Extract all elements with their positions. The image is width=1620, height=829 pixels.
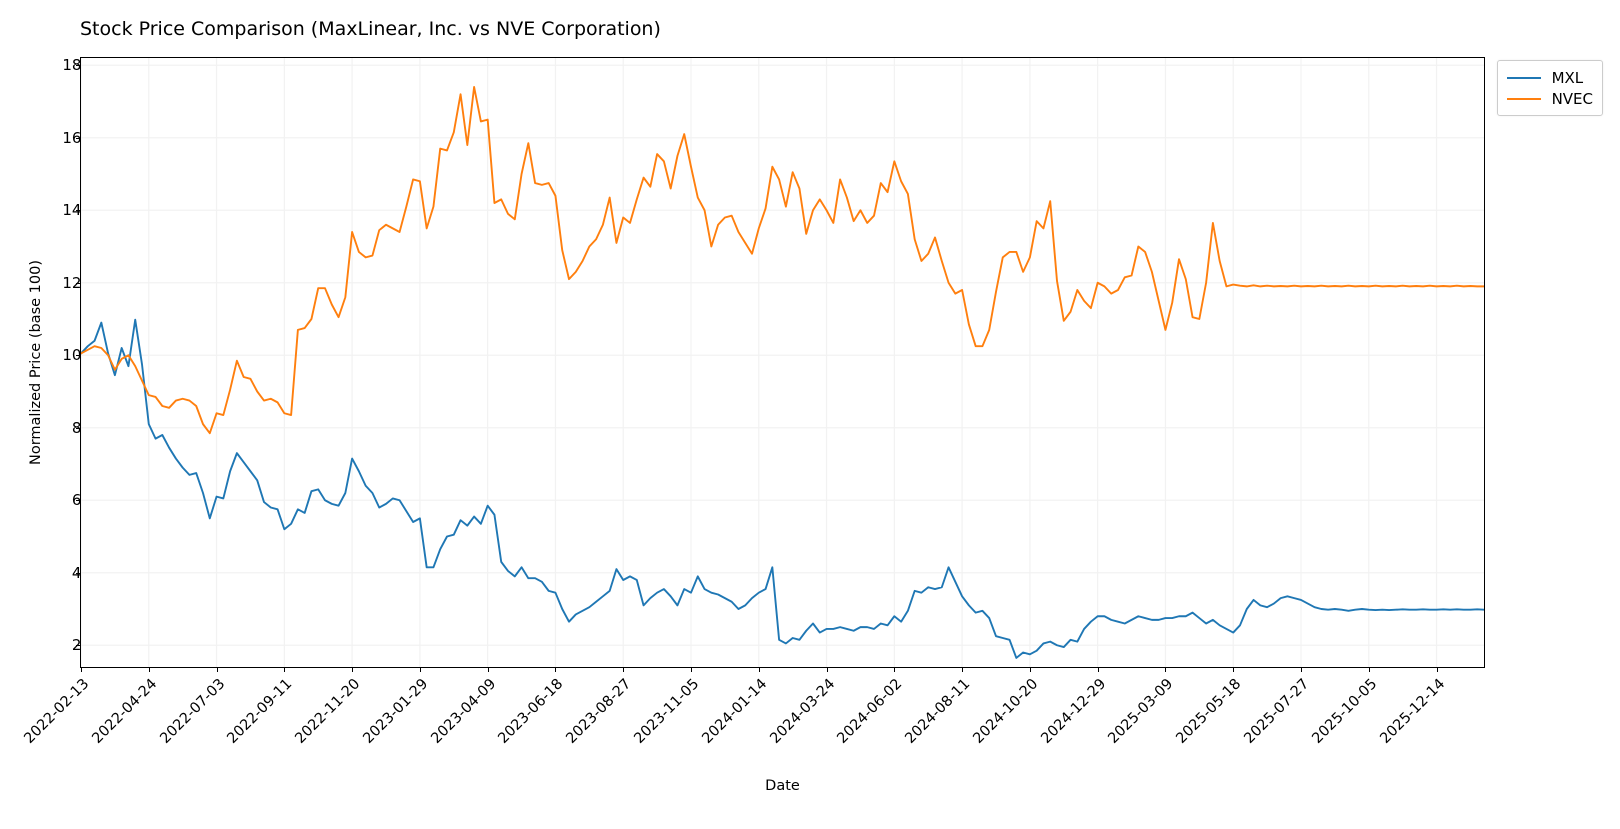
x-axis-tick-label: 2024-08-11 <box>902 676 974 747</box>
x-axis-label: Date <box>765 778 800 794</box>
y-axis-tick-mark <box>76 282 80 284</box>
x-axis-tick-label: 2025-07-27 <box>1241 676 1313 747</box>
x-axis-tick-mark <box>487 668 489 672</box>
x-axis-tick-label: 2025-12-14 <box>1376 676 1448 747</box>
data-series-group <box>81 86 1484 659</box>
legend-item-mxl[interactable]: MXL <box>1506 67 1593 88</box>
series-line-nvec <box>81 86 1484 435</box>
y-axis-tick-mark <box>76 65 80 67</box>
x-axis-tick-label: 2024-12-29 <box>1038 676 1109 747</box>
y-axis-tick-mark <box>76 427 80 429</box>
chart-legend[interactable]: MXL NVEC <box>1496 60 1603 116</box>
x-axis-tick-label: 2024-10-20 <box>970 676 1042 747</box>
x-axis-tick-mark <box>623 668 625 672</box>
x-axis-tick-label: 2025-05-18 <box>1173 676 1245 747</box>
plot-lines <box>81 58 1484 667</box>
legend-color-swatch <box>1506 97 1541 100</box>
x-axis-tick-mark <box>962 668 964 672</box>
x-axis-tick-mark <box>148 668 150 672</box>
y-axis-label: Normalized Price (base 100) <box>28 260 44 465</box>
y-axis-tick-mark <box>76 137 80 139</box>
x-axis-tick-label: 2024-01-14 <box>699 676 771 747</box>
x-axis-tick-mark <box>81 668 82 672</box>
x-axis-tick-mark <box>1301 668 1302 672</box>
legend-label: NVEC <box>1551 89 1593 108</box>
legend-color-swatch <box>1506 76 1541 79</box>
x-axis-tick-mark <box>352 668 354 672</box>
x-axis-tick-mark <box>1029 668 1031 672</box>
x-axis-tick-label: 2022-04-24 <box>89 676 161 747</box>
x-axis-tick-mark <box>1368 668 1370 672</box>
x-axis-tick-label: 2024-06-02 <box>834 676 906 747</box>
plot-area <box>80 57 1485 668</box>
series-line-mxl <box>81 318 1484 659</box>
x-axis-tick-label: 2023-01-29 <box>360 676 432 747</box>
y-axis-tick-mark <box>76 355 80 357</box>
x-axis-tick-mark <box>1165 668 1167 672</box>
x-axis-tick-label: 2023-11-05 <box>631 676 703 747</box>
x-axis-tick-label: 2025-10-05 <box>1309 676 1381 747</box>
x-axis-tick-label: 2022-07-03 <box>156 676 228 747</box>
x-axis-tick-mark <box>419 668 421 672</box>
x-axis-tick-mark <box>216 668 218 672</box>
y-axis-tick-mark <box>76 500 80 502</box>
legend-label: MXL <box>1551 68 1584 87</box>
x-axis-tick-label: 2023-08-27 <box>563 676 635 747</box>
y-axis-tick-mark <box>76 572 80 574</box>
x-axis-tick-mark <box>826 668 828 672</box>
x-axis-tick-label: 2023-06-18 <box>495 676 567 747</box>
x-axis-tick-mark <box>691 668 692 672</box>
x-axis-tick-mark <box>284 668 286 672</box>
gridlines <box>81 58 1484 667</box>
x-axis-tick-mark <box>1233 668 1235 672</box>
x-axis-tick-label: 2025-03-09 <box>1105 676 1177 747</box>
x-axis-tick-label: 2022-11-20 <box>292 676 364 747</box>
y-axis-tick-mark <box>76 645 80 647</box>
legend-item-nvec[interactable]: NVEC <box>1506 88 1593 109</box>
x-axis-tick-mark <box>1436 668 1438 672</box>
x-axis-tick-mark <box>1097 668 1099 672</box>
x-axis-tick-mark <box>555 668 557 672</box>
y-axis-tick-mark <box>76 210 80 212</box>
x-axis-tick-mark <box>758 668 760 672</box>
chart-title: Stock Price Comparison (MaxLinear, Inc. … <box>80 18 661 40</box>
x-axis-tick-label: 2024-03-24 <box>766 676 838 747</box>
x-axis-tick-mark <box>894 668 896 672</box>
x-axis-tick-label: 2022-09-11 <box>224 676 296 747</box>
x-axis-tick-label: 2023-04-09 <box>428 676 499 747</box>
